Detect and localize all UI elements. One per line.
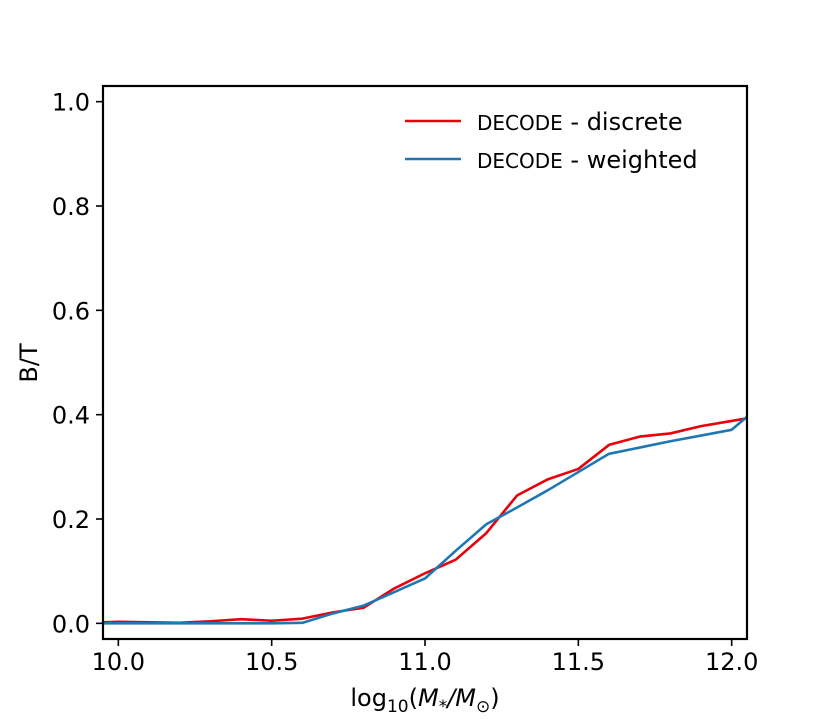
x-tick-label: 10.0 xyxy=(92,648,145,676)
x-axis-label-close-paren: ) xyxy=(490,684,499,712)
x-axis-label-log-base: 10 xyxy=(387,697,409,717)
series-line-discrete xyxy=(102,417,748,625)
legend-label-weighted: DECODE - weighted xyxy=(477,146,698,174)
x-tick-label: 10.5 xyxy=(245,648,298,676)
y-tick-label: 0.4 xyxy=(52,402,90,430)
y-tick-label: 0.6 xyxy=(52,297,90,325)
x-axis-label-open-paren: ( xyxy=(409,684,418,712)
y-ticks: 0.0 0.2 0.4 0.6 0.8 1.0 xyxy=(52,89,103,638)
x-tick-label: 12.0 xyxy=(705,648,758,676)
series-layer xyxy=(102,415,748,625)
x-axis-label-slash: / xyxy=(445,684,458,712)
x-axis-label-sun-sub: ⊙ xyxy=(476,697,490,717)
x-tick-label: 11.5 xyxy=(552,648,605,676)
series-line-weighted xyxy=(103,415,748,625)
y-axis-label: B/T xyxy=(15,343,43,383)
x-tick-label: 11.0 xyxy=(398,648,451,676)
x-axis-label: log10(M*/M⊙) xyxy=(350,684,499,717)
legend: DECODE - discrete DECODE - weighted xyxy=(405,108,698,174)
x-axis-label-m-star: M xyxy=(418,684,439,712)
y-tick-label: 0.2 xyxy=(52,506,90,534)
x-axis-label-log: log xyxy=(350,684,387,712)
y-tick-label: 1.0 xyxy=(52,89,90,117)
y-tick-label: 0.0 xyxy=(52,610,90,638)
y-tick-label: 0.8 xyxy=(52,193,90,221)
legend-label-discrete: DECODE - discrete xyxy=(477,108,683,136)
x-axis-label-star-sub: * xyxy=(439,697,448,717)
x-axis-label-m-sun: M xyxy=(455,684,476,712)
x-ticks: 10.0 10.5 11.0 11.5 12.0 xyxy=(92,639,758,676)
